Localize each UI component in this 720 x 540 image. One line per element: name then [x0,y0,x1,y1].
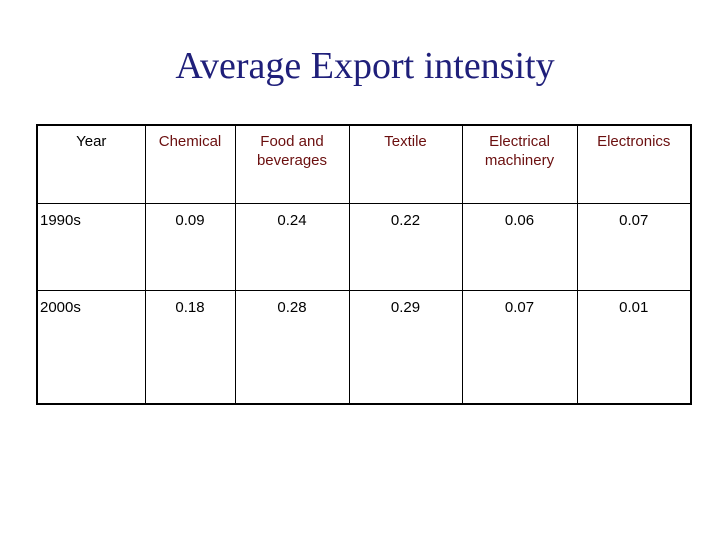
table-cell: 0.01 [576,290,692,405]
column-header-textile: Textile [348,124,463,204]
column-header-year: Year [36,124,146,204]
column-header-electrical-machinery: Electrical machinery [461,124,578,204]
export-intensity-table: Year Chemical Food and beverages Textile… [36,124,692,405]
column-header-chemical: Chemical [144,124,236,204]
column-header-food-and-beverages: Food and beverages [234,124,350,204]
table-row: 2000s 0.18 0.28 0.29 0.07 0.01 [36,290,692,405]
table-cell: 0.28 [234,290,350,405]
table-row: 1990s 0.09 0.24 0.22 0.06 0.07 [36,203,692,291]
table-cell: 0.07 [576,203,692,291]
table-cell: 0.18 [144,290,236,405]
column-header-electronics: Electronics [576,124,692,204]
table-cell: 0.29 [348,290,463,405]
table-cell: 0.22 [348,203,463,291]
row-label-year: 2000s [36,290,146,405]
table-cell: 0.24 [234,203,350,291]
row-label-year: 1990s [36,203,146,291]
table-cell: 0.09 [144,203,236,291]
table-cell: 0.07 [461,290,578,405]
table-header-row: Year Chemical Food and beverages Textile… [36,124,692,204]
table-cell: 0.06 [461,203,578,291]
slide-title: Average Export intensity [175,45,555,87]
